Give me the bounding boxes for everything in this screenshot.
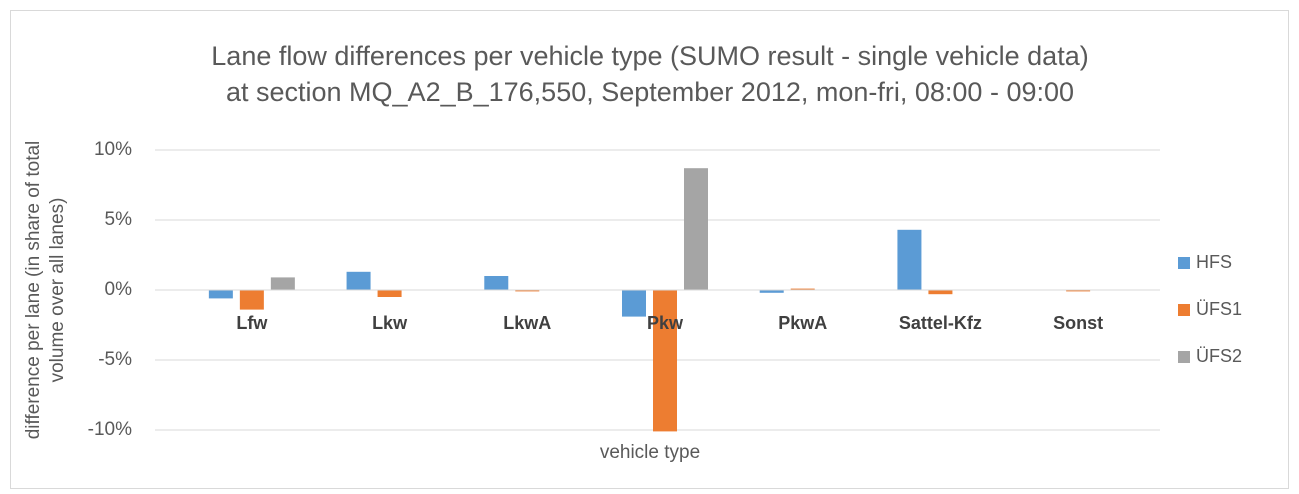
legend-swatch xyxy=(1178,257,1190,269)
bar xyxy=(346,271,371,290)
y-axis-label-line: difference per lane (in share of total xyxy=(23,141,44,440)
bar xyxy=(1066,290,1091,292)
y-axis-label-line: volume over all lanes) xyxy=(47,198,68,383)
legend-label: ÜFS1 xyxy=(1196,299,1242,319)
bar xyxy=(759,290,784,293)
chart-title: at section MQ_A2_B_176,550, September 20… xyxy=(226,77,1074,107)
y-tick-label: -10% xyxy=(88,419,132,440)
y-axis-label: difference per lane (in share of total v… xyxy=(23,141,68,440)
chart-border xyxy=(10,10,1289,489)
legend-label: ÜFS2 xyxy=(1196,346,1242,366)
bar xyxy=(684,168,708,290)
bar xyxy=(208,290,233,299)
x-axis-label: vehicle type xyxy=(600,442,700,463)
bar xyxy=(515,290,540,292)
x-tick-label: LkwA xyxy=(503,313,551,333)
legend-label: HFS xyxy=(1196,252,1232,272)
x-tick-label: Lfw xyxy=(236,313,268,333)
bar xyxy=(239,290,264,310)
bar xyxy=(484,276,509,290)
bar xyxy=(790,288,815,290)
x-tick-label: Lkw xyxy=(372,313,408,333)
y-tick-label: 0% xyxy=(105,279,133,300)
bar xyxy=(897,229,922,290)
bar xyxy=(622,290,646,317)
bar xyxy=(270,277,295,290)
bar xyxy=(377,290,402,297)
bar xyxy=(653,290,677,432)
x-tick-label: Pkw xyxy=(647,313,684,333)
bar xyxy=(928,290,953,295)
y-tick-label: -5% xyxy=(98,349,132,370)
x-tick-label: Sonst xyxy=(1053,313,1103,333)
x-tick-label: PkwA xyxy=(778,313,827,333)
legend-swatch xyxy=(1178,304,1190,316)
legend-swatch xyxy=(1178,351,1190,363)
y-tick-label: 10% xyxy=(94,139,132,160)
x-tick-label: Sattel-Kfz xyxy=(899,313,982,333)
chart-title: Lane flow differences per vehicle type (… xyxy=(211,41,1088,71)
y-tick-label: 5% xyxy=(105,209,133,230)
